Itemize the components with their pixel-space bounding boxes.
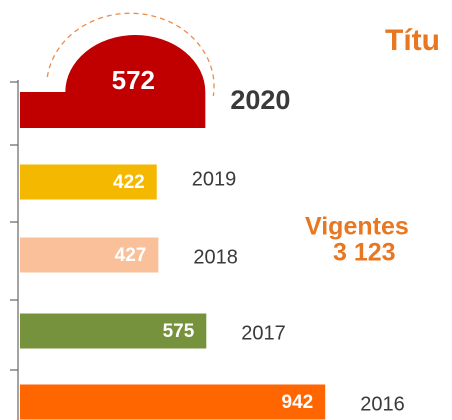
axis-ticks bbox=[10, 81, 18, 371]
value-label: 942 bbox=[282, 392, 314, 413]
bar bbox=[20, 313, 207, 349]
value-label: 575 bbox=[163, 321, 195, 342]
value-label: 427 bbox=[115, 245, 147, 266]
value-label: 422 bbox=[113, 172, 145, 193]
category-label: 2018 bbox=[193, 246, 238, 268]
category-label: 2019 bbox=[192, 168, 237, 190]
chart-title: Títu bbox=[385, 24, 440, 57]
annotation: Vigentes bbox=[305, 213, 409, 241]
bar bbox=[20, 384, 326, 420]
value-label: 572 bbox=[112, 65, 155, 95]
category-label: 2016 bbox=[360, 393, 405, 415]
bar bbox=[20, 237, 159, 273]
annotation: 3 123 bbox=[333, 239, 396, 267]
category-label: 2017 bbox=[241, 322, 285, 344]
bar bbox=[20, 35, 206, 129]
bar bbox=[20, 164, 157, 200]
category-label: 2020 bbox=[230, 85, 290, 115]
